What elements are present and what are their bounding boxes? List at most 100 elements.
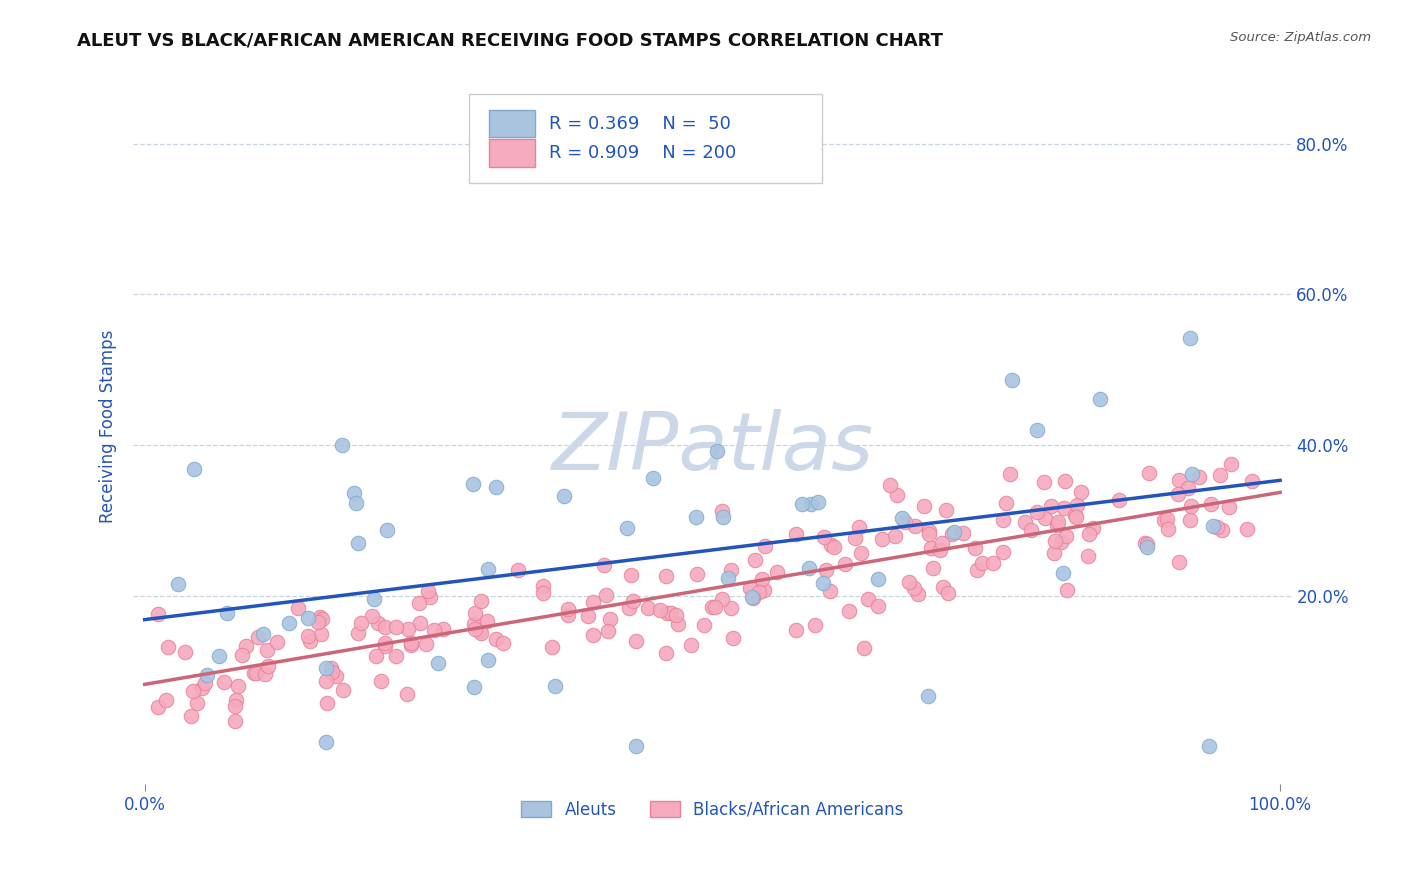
Point xyxy=(1039,500,1062,514)
Point xyxy=(790,497,813,511)
Text: ALEUT VS BLACK/AFRICAN AMERICAN RECEIVING FOOD STAMPS CORRELATION CHART: ALEUT VS BLACK/AFRICAN AMERICAN RECEIVIN… xyxy=(77,31,943,49)
Point xyxy=(346,626,368,640)
Point xyxy=(225,693,247,707)
Point xyxy=(224,714,246,729)
Point xyxy=(710,591,733,606)
Point xyxy=(941,527,963,541)
Point xyxy=(643,471,665,485)
Point xyxy=(315,674,337,689)
Point xyxy=(374,639,396,653)
Point xyxy=(186,696,208,710)
Point xyxy=(311,612,333,626)
Point xyxy=(463,616,485,631)
Point xyxy=(346,536,368,550)
Point xyxy=(1054,529,1077,543)
Point xyxy=(395,687,418,701)
Point xyxy=(815,563,838,577)
Point xyxy=(740,581,762,595)
Point xyxy=(212,675,235,690)
Point xyxy=(1046,516,1069,530)
Point xyxy=(665,608,688,623)
Point xyxy=(581,628,603,642)
Point xyxy=(918,527,941,541)
Point xyxy=(1014,515,1036,529)
Point xyxy=(470,593,492,607)
Legend: Aleuts, Blacks/African Americans: Aleuts, Blacks/African Americans xyxy=(515,794,910,825)
Point xyxy=(650,603,672,617)
Point xyxy=(936,585,959,599)
Point xyxy=(215,606,238,620)
Point xyxy=(1135,535,1157,549)
Point xyxy=(427,656,450,670)
Point xyxy=(364,649,387,664)
Point xyxy=(374,620,396,634)
Point xyxy=(297,629,319,643)
Point xyxy=(595,588,617,602)
Point xyxy=(319,661,342,675)
Point xyxy=(1218,500,1240,514)
Point xyxy=(1205,520,1227,534)
Point xyxy=(1001,374,1024,388)
Point xyxy=(361,609,384,624)
Point xyxy=(1198,739,1220,753)
Point xyxy=(751,572,773,586)
Point xyxy=(1045,533,1067,548)
Point xyxy=(278,616,301,631)
Point xyxy=(637,600,659,615)
Point xyxy=(1156,512,1178,526)
Point xyxy=(409,615,432,630)
Point xyxy=(1136,537,1159,551)
Point xyxy=(811,576,834,591)
Point xyxy=(765,565,787,579)
Point xyxy=(1053,501,1076,516)
Point xyxy=(838,604,860,618)
Point xyxy=(1220,457,1243,471)
Point xyxy=(879,478,901,492)
Point xyxy=(399,639,422,653)
Point xyxy=(315,661,337,675)
Point xyxy=(557,601,579,615)
Point xyxy=(193,676,215,690)
Point xyxy=(226,679,249,693)
Point xyxy=(256,643,278,657)
Point xyxy=(931,536,953,550)
Point xyxy=(463,681,485,695)
Point xyxy=(309,610,332,624)
Point xyxy=(848,519,870,533)
Point xyxy=(252,627,274,641)
Point xyxy=(868,572,890,586)
Text: R = 0.369    N =  50: R = 0.369 N = 50 xyxy=(550,114,731,133)
Point xyxy=(1136,541,1159,555)
Point xyxy=(844,531,866,545)
Point xyxy=(1070,485,1092,500)
Point xyxy=(1236,522,1258,536)
Point xyxy=(1052,566,1074,581)
Point xyxy=(655,606,678,620)
Point xyxy=(797,560,820,574)
Point xyxy=(415,637,437,651)
Point xyxy=(807,494,830,508)
Point xyxy=(557,608,579,623)
Point xyxy=(1209,467,1232,482)
Point xyxy=(686,567,709,582)
Point xyxy=(146,700,169,714)
Y-axis label: Receiving Food Stamps: Receiving Food Stamps xyxy=(100,329,117,523)
Point xyxy=(1137,467,1160,481)
Point xyxy=(408,596,430,610)
Point xyxy=(253,667,276,681)
Point xyxy=(1064,510,1087,524)
Point xyxy=(800,497,823,511)
Point xyxy=(991,545,1014,559)
Point xyxy=(1081,520,1104,534)
Point xyxy=(208,648,231,663)
Point xyxy=(619,600,641,615)
Point xyxy=(531,586,554,600)
Point xyxy=(720,563,742,577)
Point xyxy=(308,615,330,629)
Point xyxy=(1066,499,1088,513)
Point xyxy=(720,601,742,615)
Point xyxy=(1199,497,1222,511)
Point xyxy=(1046,517,1069,532)
Point xyxy=(723,631,745,645)
Point xyxy=(396,622,419,636)
